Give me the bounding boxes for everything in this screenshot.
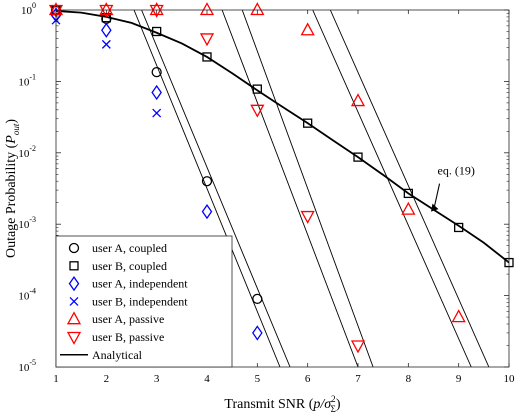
legend-label-user-a-coupled: user A, coupled	[92, 241, 167, 255]
legend-label-analytical: Analytical	[92, 348, 143, 362]
analytical-curve-5	[241, 10, 374, 367]
legend-label-user-b-independent: user B, independent	[92, 294, 188, 308]
point-user-b-passive-3	[149, 4, 164, 18]
annotation-arrowhead	[430, 203, 439, 212]
point-user-a-passive-8	[401, 201, 416, 215]
point-user-a-independent-4	[201, 203, 213, 220]
point-user-b-coupled-4	[202, 52, 212, 62]
legend: user A, coupled user B, coupled user A, in…	[55, 235, 233, 368]
point-user-a-passive-7	[350, 93, 366, 107]
legend-marker-user-b-passive	[66, 331, 82, 345]
point-user-b-coupled-8	[403, 188, 413, 199]
point-user-b-passive-6	[300, 210, 315, 224]
legend-label-user-b-passive: user B, passive	[92, 330, 164, 344]
analytical-curve-2	[133, 10, 281, 367]
axes-frame	[55, 9, 510, 368]
y-tick-label: 10-2	[18, 144, 36, 160]
x-axis-label: Transmit SNR (p/σ2 Σ)	[224, 394, 341, 412]
point-user-b-independent-3	[152, 108, 162, 118]
point-user-b-passive-7	[350, 340, 366, 354]
y-axis-label: Outage Probability (Pout)	[4, 119, 21, 258]
annotation-arrow	[433, 183, 441, 209]
legend-box	[55, 235, 233, 368]
point-user-a-independent-3	[151, 84, 162, 101]
point-user-b-passive-5	[250, 104, 265, 118]
legend-label-user-a-independent: user A, independent	[92, 277, 188, 291]
point-user-b-passive-2	[99, 4, 114, 18]
x-tick-label: 4	[204, 373, 210, 385]
y-tick-label: 10-5	[18, 358, 36, 374]
point-user-a-coupled-4	[201, 176, 213, 187]
x-tick-label: 7	[355, 373, 361, 385]
legend-marker-user-b-independent	[69, 296, 79, 306]
point-user-b-coupled-3	[152, 26, 162, 37]
legend-marker-user-b-coupled	[69, 261, 79, 271]
y-tick-label: 100	[21, 1, 36, 17]
y-tick-label: 10-3	[18, 215, 36, 231]
x-tick-label: 3	[154, 373, 160, 385]
x-tick-label: 5	[255, 373, 261, 385]
point-user-a-coupled-5	[252, 293, 263, 305]
analytical-curve-3	[141, 10, 291, 367]
analytical-curve-4	[221, 10, 359, 367]
x-tick-label: 9	[456, 373, 462, 385]
point-user-b-coupled-5	[252, 84, 262, 94]
point-user-a-independent-5	[252, 325, 263, 341]
analytical-curve-7	[329, 10, 490, 367]
point-user-b-coupled-9	[454, 222, 464, 233]
point-user-a-passive-3	[149, 2, 164, 16]
x-tick-label: 1	[53, 373, 59, 385]
legend-marker-user-a-coupled	[68, 242, 80, 254]
point-user-b-coupled-7	[353, 152, 363, 162]
point-user-b-passive-1	[48, 4, 64, 18]
annotation-label: eq. (19)	[438, 163, 475, 177]
x-tick-label: 6	[305, 373, 311, 385]
point-user-a-passive-9	[451, 309, 466, 323]
point-user-a-independent-2	[101, 22, 112, 38]
legend-label-user-a-passive: user A, passive	[92, 312, 164, 326]
x-tick-label: 2	[104, 373, 110, 385]
point-user-a-passive-2	[99, 2, 114, 16]
point-user-b-independent-2	[101, 39, 111, 49]
point-user-a-passive-6	[300, 22, 315, 36]
point-user-a-coupled-3	[151, 66, 162, 78]
point-user-a-passive-5	[250, 2, 265, 16]
point-user-b-coupled-6	[303, 118, 313, 128]
point-user-b-passive-4	[199, 33, 215, 47]
legend-marker-user-a-independent	[68, 275, 80, 292]
annotation: eq. (19)	[430, 163, 475, 212]
x-tick-label: 8	[406, 373, 412, 385]
analytical-curve-6	[312, 10, 472, 367]
legend-label-user-b-coupled: user B, coupled	[92, 259, 167, 273]
point-user-a-passive-4	[199, 2, 215, 16]
legend-marker-user-a-passive	[66, 311, 82, 325]
y-tick-label: 10-1	[18, 72, 36, 88]
y-tick-label: 10-4	[18, 287, 36, 303]
x-tick-label: 10	[504, 373, 516, 385]
